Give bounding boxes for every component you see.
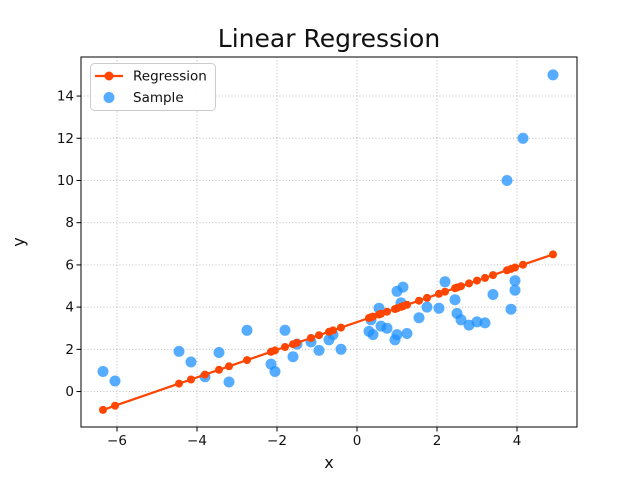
legend-label-sample: Sample: [133, 90, 184, 106]
y-tick-label: 4: [65, 300, 74, 316]
regression-marker: [489, 271, 497, 280]
regression-marker: [99, 405, 107, 414]
x-tick-label: 2: [433, 433, 442, 449]
grid-lines: [81, 57, 577, 427]
sample-point: [487, 289, 499, 300]
sample-point: [109, 375, 121, 387]
sample-point: [287, 351, 299, 363]
regression-line-series: [99, 250, 557, 414]
y-tick-label: 2: [65, 342, 74, 358]
regression-marker: [281, 343, 289, 351]
sample-point: [269, 366, 281, 377]
regression-marker: [377, 309, 385, 318]
legend-item-sample: Sample: [103, 90, 184, 106]
sample-point: [381, 322, 393, 334]
sample-point: [509, 275, 521, 287]
regression-marker: [215, 365, 223, 374]
x-tick-label: −2: [267, 433, 287, 449]
x-tick-label: −4: [187, 433, 207, 449]
y-tick-label: 6: [65, 257, 74, 273]
regression-marker: [511, 263, 519, 272]
y-tick-label: 10: [57, 173, 74, 189]
sample-point: [185, 356, 197, 368]
sample-point: [479, 317, 491, 329]
sample-point: [213, 347, 225, 358]
sample-point: [391, 329, 403, 341]
sample-point: [241, 324, 253, 336]
axis-ticks: −6 −4 −2 0 2 4 0 2 4 6 8 10 12 14: [57, 89, 521, 449]
sample-point: [401, 328, 413, 339]
sample-point: [547, 69, 559, 81]
sample-point: [223, 376, 235, 388]
regression-marker: [271, 346, 279, 355]
legend-label-regression: Regression: [133, 69, 207, 85]
regression-marker: [403, 300, 411, 309]
sample-point: [433, 302, 445, 314]
sample-point: [439, 276, 451, 288]
x-axis-label: x: [324, 453, 333, 472]
sample-point: [397, 281, 409, 293]
regression-marker: [201, 370, 209, 379]
regression-marker-swatch-icon: [104, 71, 114, 81]
regression-marker: [293, 338, 301, 347]
sample-point: [455, 314, 467, 326]
regression-marker: [315, 331, 323, 340]
y-tick-label: 14: [57, 89, 74, 105]
regression-marker: [187, 375, 195, 384]
chart-title: Linear Regression: [218, 24, 440, 53]
sample-point: [501, 175, 513, 186]
sample-point: [313, 344, 325, 356]
sample-scatter-series: [97, 69, 559, 388]
regression-marker: [369, 312, 377, 321]
regression-marker: [423, 293, 431, 302]
regression-marker: [549, 250, 557, 259]
sample-point: [421, 301, 433, 313]
regression-marker: [383, 307, 391, 316]
sample-point: [367, 329, 379, 341]
sample-point: [413, 312, 425, 324]
x-tick-label: −6: [107, 433, 127, 449]
sample-point: [509, 284, 521, 296]
legend-item-regression: Regression: [95, 69, 207, 85]
regression-marker: [473, 276, 481, 285]
plot-border: [80, 56, 578, 428]
sample-point: [517, 132, 529, 144]
sample-point: [279, 324, 291, 336]
regression-marker: [465, 279, 473, 288]
regression-marker: [415, 296, 423, 305]
regression-marker: [175, 379, 183, 388]
sample-point: [505, 303, 517, 315]
y-axis-label: y: [9, 237, 28, 246]
sample-point: [173, 345, 185, 357]
regression-marker: [225, 362, 233, 371]
regression-marker: [337, 323, 345, 332]
regression-marker: [243, 356, 251, 365]
regression-marker: [441, 287, 449, 296]
regression-marker: [329, 326, 337, 335]
sample-point: [449, 294, 461, 306]
legend: Regression Sample: [90, 63, 216, 111]
y-tick-label: 8: [65, 215, 74, 231]
sample-marker-swatch-icon: [103, 92, 115, 103]
regression-marker: [111, 401, 119, 410]
regression-marker: [519, 260, 527, 269]
sample-point: [335, 343, 347, 355]
sample-point: [97, 366, 109, 377]
y-tick-label: 12: [57, 131, 74, 147]
sample-point: [471, 316, 483, 328]
regression-marker: [307, 334, 315, 342]
y-tick-label: 0: [65, 384, 74, 400]
x-tick-label: 4: [513, 433, 522, 449]
regression-marker: [435, 289, 443, 298]
x-tick-label: 0: [353, 433, 362, 449]
regression-marker: [481, 273, 489, 282]
regression-marker: [457, 282, 465, 291]
